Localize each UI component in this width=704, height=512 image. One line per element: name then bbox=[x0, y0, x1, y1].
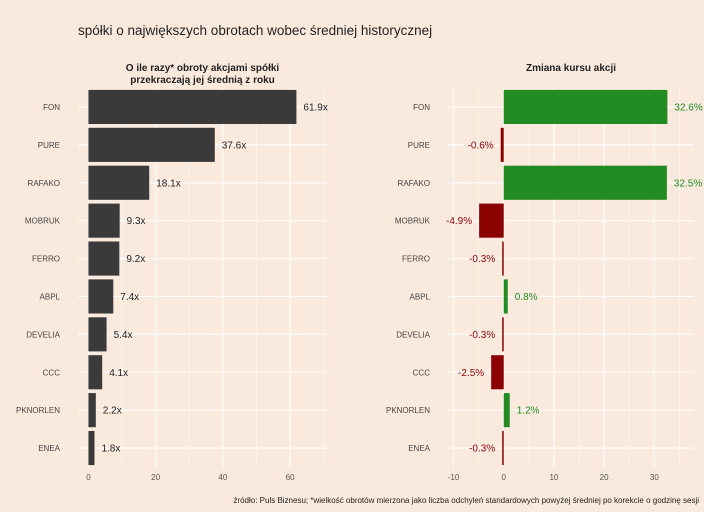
bar-enea bbox=[502, 430, 504, 466]
turnover-x-tick-label: 0 bbox=[86, 473, 91, 482]
bar-ccc bbox=[88, 355, 103, 390]
data-label-enea: 1.8x bbox=[101, 444, 120, 455]
category-label-pure: PURE bbox=[38, 141, 60, 150]
category-label-develia: DEVELIA bbox=[396, 330, 430, 339]
category-label-fon: FON bbox=[43, 103, 60, 112]
data-label-pure: 37.6x bbox=[222, 140, 246, 151]
category-label-enea: ENEA bbox=[408, 444, 430, 453]
data-label-pure: -0.6% bbox=[468, 140, 494, 151]
data-label-pknorlen: 1.2% bbox=[517, 406, 540, 417]
bar-ccc bbox=[491, 355, 504, 390]
data-label-abpl: 0.8% bbox=[515, 292, 538, 303]
data-label-rafako: 18.1x bbox=[156, 178, 180, 189]
panel-price-change: Zmiana kursu akcji -10 0 10 20 30 FON PURE RAFAK… bbox=[386, 63, 703, 482]
price-change-x-tick-label: 0 bbox=[501, 473, 506, 482]
category-label-develia: DEVELIA bbox=[26, 330, 60, 339]
category-label-ccc: CCC bbox=[413, 368, 431, 377]
panel-turnover: O ile razy* obroty akcjami spółkiprzekra… bbox=[16, 63, 328, 482]
category-label-abpl: ABPL bbox=[40, 292, 61, 301]
price-change-title-line: Zmiana kursu akcji bbox=[526, 63, 616, 74]
data-label-fon: 32.6% bbox=[674, 102, 702, 113]
category-label-fon: FON bbox=[413, 103, 430, 112]
data-label-abpl: 7.4x bbox=[120, 292, 139, 303]
category-label-pure: PURE bbox=[408, 141, 430, 150]
turnover-x-tick-label: 20 bbox=[151, 473, 160, 482]
data-label-mobruk: 9.3x bbox=[127, 216, 146, 227]
price-change-x-tick-label: 10 bbox=[549, 473, 558, 482]
turnover-x-tick-label: 40 bbox=[218, 473, 227, 482]
price-change-x-tick-label: 20 bbox=[600, 473, 609, 482]
bar-ferro bbox=[88, 241, 120, 276]
turnover-title-line: O ile razy* obroty akcjami spółki bbox=[126, 63, 280, 74]
data-label-fon: 61.9x bbox=[303, 102, 327, 113]
bar-abpl bbox=[503, 279, 508, 314]
category-label-rafako: RAFAKO bbox=[398, 179, 430, 188]
data-label-develia: -0.3% bbox=[469, 330, 495, 341]
data-label-ferro: 9.2x bbox=[126, 254, 145, 265]
bar-develia bbox=[502, 317, 504, 352]
bar-abpl bbox=[88, 279, 114, 314]
bar-pknorlen bbox=[88, 393, 96, 428]
bar-fon bbox=[503, 89, 668, 125]
chart-caption: źródło: Puls Biznesu; *wielkość obrotów … bbox=[233, 496, 699, 505]
data-label-enea: -0.3% bbox=[469, 444, 495, 455]
bar-enea bbox=[88, 430, 95, 466]
bar-pure bbox=[88, 127, 215, 162]
chart-title: spółki o największych obrotach wobec śre… bbox=[78, 23, 432, 38]
category-label-mobruk: MOBRUK bbox=[395, 217, 431, 226]
price-change-x-tick-label: 30 bbox=[650, 473, 659, 482]
data-label-mobruk: -4.9% bbox=[446, 216, 472, 227]
turnover-x-tick-label: 60 bbox=[286, 473, 295, 482]
bar-ferro bbox=[502, 241, 504, 276]
bar-mobruk bbox=[88, 203, 120, 238]
category-label-ferro: FERRO bbox=[32, 255, 60, 264]
price-change-x-tick-label: -10 bbox=[448, 473, 460, 482]
bar-rafako bbox=[88, 165, 150, 200]
bar-pure bbox=[500, 127, 504, 162]
turnover-title-line: przekraczają jej średnią z roku bbox=[130, 75, 275, 86]
data-label-pknorlen: 2.2x bbox=[103, 406, 122, 417]
data-label-ccc: -2.5% bbox=[458, 368, 484, 379]
data-label-ccc: 4.1x bbox=[109, 368, 128, 379]
category-label-pknorlen: PKNORLEN bbox=[16, 406, 60, 415]
category-label-abpl: ABPL bbox=[410, 292, 431, 301]
category-label-ccc: CCC bbox=[43, 368, 61, 377]
category-label-pknorlen: PKNORLEN bbox=[386, 406, 430, 415]
bar-rafako bbox=[503, 165, 667, 200]
category-label-mobruk: MOBRUK bbox=[25, 217, 61, 226]
data-label-develia: 5.4x bbox=[114, 330, 133, 341]
bar-pknorlen bbox=[503, 393, 510, 428]
category-label-ferro: FERRO bbox=[402, 255, 430, 264]
bar-fon bbox=[88, 89, 297, 125]
data-label-rafako: 32.5% bbox=[674, 178, 702, 189]
bar-mobruk bbox=[479, 203, 504, 238]
category-label-enea: ENEA bbox=[38, 444, 60, 453]
bar-develia bbox=[88, 317, 107, 352]
category-label-rafako: RAFAKO bbox=[28, 179, 60, 188]
data-label-ferro: -0.3% bbox=[469, 254, 495, 265]
